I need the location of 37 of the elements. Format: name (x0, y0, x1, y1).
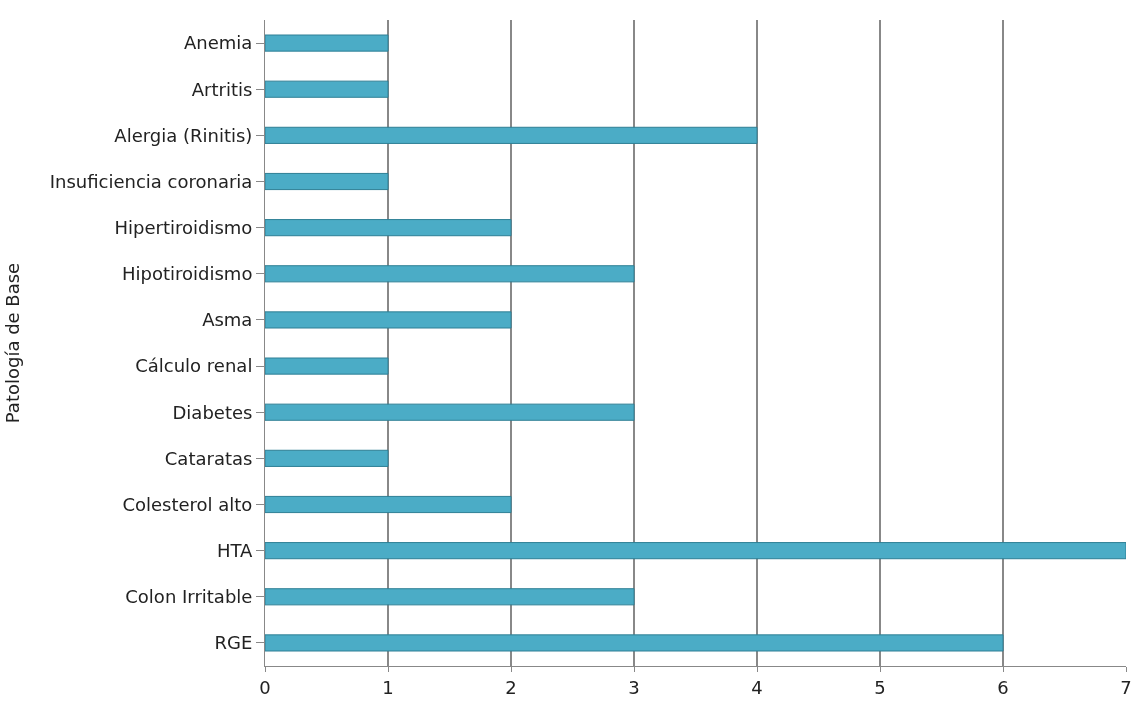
x-tick-label: 7 (1120, 676, 1132, 698)
y-tick-label: Cataratas (164, 447, 253, 469)
y-tick-label: Diabetes (172, 401, 253, 423)
bar (265, 126, 758, 144)
y-tick-label: Cálculo renal (135, 355, 253, 377)
y-axis-title: Patología de Base (1, 262, 23, 424)
x-tick-label: 3 (628, 676, 640, 698)
bar (265, 634, 1004, 652)
y-tick-label: Hipotiroidismo (121, 263, 253, 285)
y-tick-label: Asma (202, 309, 253, 331)
bar (265, 172, 389, 191)
y-tick-label: Alergia (Rinitis) (114, 124, 253, 146)
y-tick-label: Anemia (184, 32, 253, 54)
y-tick-label: HTA (216, 539, 254, 561)
bar (265, 80, 389, 98)
bar (265, 219, 512, 237)
bar (265, 311, 512, 329)
x-tick-label: 6 (997, 676, 1009, 698)
y-tick-label: Colon Irritable (125, 586, 253, 608)
y-tick-label: Hipertiroidismo (114, 216, 253, 238)
x-tick-label: 4 (751, 676, 763, 698)
bar (265, 265, 635, 283)
x-tick-label: 2 (505, 676, 517, 698)
bar (265, 449, 389, 467)
bar (265, 588, 635, 606)
y-tick-label: Artritis (191, 78, 253, 100)
bar (265, 34, 389, 52)
bar (265, 403, 635, 421)
y-tick-label: RGE (214, 632, 253, 654)
y-tick-label: Insuficiencia coronaria (49, 170, 253, 192)
x-tick-label: 1 (382, 676, 394, 698)
bar (265, 495, 512, 514)
bar (265, 542, 1126, 560)
x-tick-label: 0 (259, 676, 271, 698)
y-tick-label: Colesterol alto (122, 493, 253, 515)
x-tick-label: 5 (874, 676, 886, 698)
bar (265, 357, 389, 375)
